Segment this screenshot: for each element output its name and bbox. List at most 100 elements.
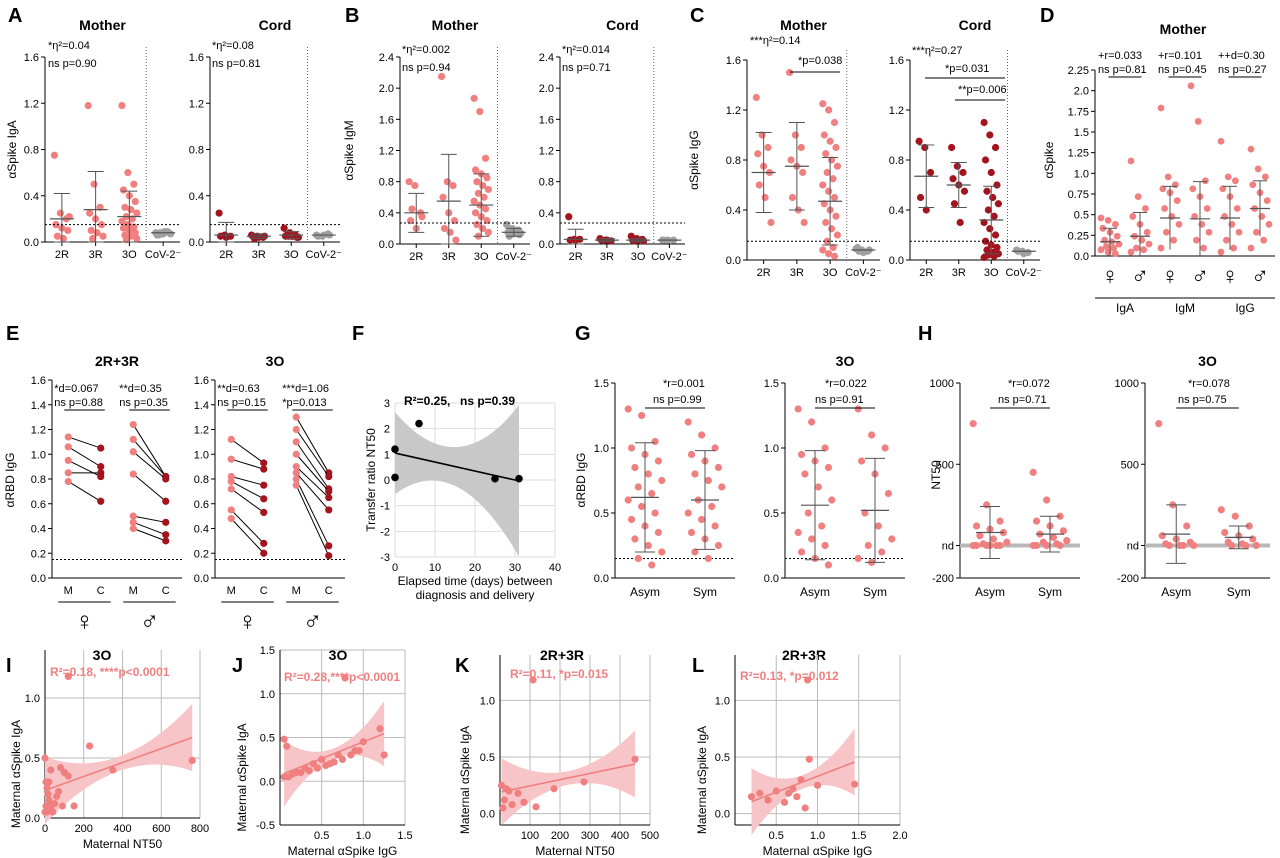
stat-label: ns p=0.75: [1178, 394, 1227, 406]
y-tick-label: -3: [380, 552, 390, 564]
data-point: [981, 237, 990, 245]
stat-label: +r=0.101: [1158, 50, 1202, 62]
stat-label: **p=0.006: [958, 84, 1007, 96]
data-point: [440, 224, 449, 233]
data-point: [1173, 197, 1181, 204]
data-point: [131, 197, 139, 206]
x-tick-label: 600: [152, 823, 170, 835]
y-axis-label: Maternal αSpike IgA: [458, 726, 472, 834]
y-tick-label: 0.8: [379, 177, 394, 189]
data-point: [888, 535, 896, 543]
data-point: [56, 209, 64, 217]
data-point: [1104, 248, 1112, 256]
data-point: [801, 470, 809, 478]
data-point: [452, 236, 460, 244]
data-point: [989, 193, 997, 202]
data-point: [99, 232, 107, 240]
data-point: [698, 431, 706, 439]
data-point: [1217, 248, 1225, 256]
data-point: [926, 168, 935, 177]
x-tick-label: CoV-2⁻: [1006, 267, 1043, 279]
pair-line: [230, 488, 265, 513]
data-point-mother: [129, 420, 137, 429]
x-tick-label: 3R: [442, 251, 456, 263]
x-tick-label: C: [260, 585, 268, 597]
data-point: [797, 143, 805, 152]
stat-label: ns p=0.81: [1098, 64, 1147, 76]
y-axis-label: Maternal αSpike IgA: [695, 726, 709, 834]
data-point: [1164, 173, 1172, 181]
pair-line: [67, 481, 102, 502]
data-point: [1170, 236, 1177, 244]
y-tick-label: 0.4: [189, 191, 204, 203]
data-point: [515, 474, 523, 483]
y-tick-label: 0.0: [764, 573, 779, 585]
data-point: [1245, 522, 1253, 530]
stat-label: *η²=0.08: [212, 40, 254, 52]
data-point-cord: [260, 459, 268, 467]
y-tick-label: 0.4: [24, 191, 39, 203]
data-point: [313, 764, 322, 772]
y-tick-label: 0.4: [726, 205, 741, 217]
data-point: [691, 548, 699, 556]
y-tick-label: 0.8: [24, 145, 39, 157]
data-point: [819, 246, 827, 254]
data-point: [322, 761, 330, 770]
data-point: [58, 802, 67, 810]
data-point: [85, 742, 94, 750]
data-point: [829, 243, 837, 252]
data-point-mother: [292, 425, 300, 434]
data-point: [481, 154, 490, 162]
stat-label: ns p=0.35: [119, 397, 168, 409]
y-tick-label: 2.25: [1068, 65, 1089, 77]
data-point: [1056, 512, 1064, 520]
x-tick-label: 0: [392, 562, 398, 574]
data-point: [1233, 205, 1241, 212]
y-tick-label: 1.0: [31, 449, 46, 461]
data-point: [473, 178, 481, 186]
data-point: [473, 220, 481, 229]
data-point-mother: [227, 515, 235, 523]
y-tick-label: 2.4: [539, 52, 554, 64]
data-point: [330, 758, 338, 766]
x-tick-label: 3R: [89, 249, 103, 261]
data-point: [800, 218, 808, 227]
data-point: [470, 94, 478, 102]
y-tick-label: 0.6: [194, 499, 209, 511]
data-point: [654, 528, 663, 537]
data-point: [566, 236, 574, 244]
y-tick-label: 0.0: [539, 239, 554, 251]
y-axis-label: Maternal αSpike IgA: [235, 723, 249, 831]
data-point: [830, 252, 839, 260]
stat-label: *p=0.038: [798, 55, 842, 67]
data-point: [347, 751, 355, 759]
data-point: [1163, 228, 1170, 236]
data-point: [983, 501, 991, 509]
x-tick-label: 500: [641, 830, 659, 842]
data-point: [980, 218, 988, 227]
data-point: [481, 205, 490, 213]
data-point: [684, 418, 692, 426]
data-point: [415, 419, 423, 428]
y-tick-label: 0.5: [715, 752, 730, 764]
data-point: [991, 231, 1000, 239]
data-point-cord: [162, 518, 170, 526]
data-point: [1242, 541, 1250, 550]
data-point: [497, 781, 506, 789]
x-tick-label: 1.5: [851, 830, 866, 842]
data-point: [804, 676, 812, 684]
data-point: [624, 496, 632, 504]
pair-line: [133, 528, 166, 542]
data-point: [799, 168, 807, 177]
data-point: [1179, 541, 1187, 550]
y-tick-label: 0.5: [594, 508, 609, 520]
y-tick-label: 0.0: [594, 573, 609, 585]
data-point: [1103, 243, 1110, 250]
y-tick-label: 0.0: [260, 776, 275, 788]
y-tick-label: 0.0: [31, 573, 46, 585]
y-tick-label: 1.2: [24, 98, 39, 110]
panel-letter: F: [352, 323, 364, 345]
data-point: [825, 250, 833, 258]
data-point-cord: [325, 493, 333, 502]
panel-letter: A: [8, 5, 22, 27]
